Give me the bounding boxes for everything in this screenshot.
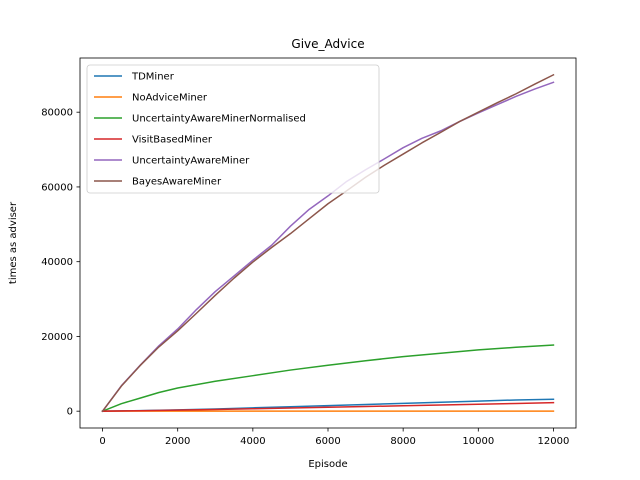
legend-label-2: UncertaintyAwareMinerNormalised (132, 114, 306, 125)
y-tick-label-2: 40000 (41, 257, 73, 268)
legend-label-1: NoAdviceMiner (132, 93, 208, 104)
y-tick-label-0: 0 (67, 407, 73, 418)
x-tick-label-3: 6000 (315, 436, 340, 447)
series-line-5 (101, 73, 555, 413)
x-tick-label-4: 8000 (390, 436, 415, 447)
legend-label-3: VisitBasedMiner (132, 135, 213, 146)
legend: TDMiner NoAdviceMiner UncertaintyAwareMine… (86, 64, 380, 194)
legend-label-5: BayesAwareMiner (132, 177, 222, 188)
y-tick-label-4: 80000 (41, 108, 73, 119)
series-line-2 (101, 344, 555, 413)
y-tick-label-1: 20000 (41, 332, 73, 343)
legend-label-4: UncertaintyAwareMiner (132, 156, 250, 167)
x-tick-label-5: 10000 (462, 436, 494, 447)
series-layer (101, 73, 555, 413)
series-line-3 (101, 401, 555, 412)
series-line-0 (101, 398, 555, 412)
legend-label-0: TDMiner (131, 72, 175, 83)
chart-title: Give_Advice (291, 37, 364, 51)
x-tick-label-1: 2000 (165, 436, 190, 447)
legend-box (86, 64, 380, 194)
y-tick-label-3: 60000 (41, 182, 73, 193)
x-axis: 0 2000 4000 6000 8000 10000 12000 (99, 428, 569, 447)
x-tick-label-0: 0 (99, 436, 105, 447)
x-axis-label: Episode (308, 459, 347, 470)
y-axis-label: times as adviser (8, 201, 19, 284)
x-tick-label-2: 4000 (240, 436, 265, 447)
x-tick-label-6: 12000 (538, 436, 570, 447)
y-axis: 0 20000 40000 60000 80000 (41, 108, 80, 418)
